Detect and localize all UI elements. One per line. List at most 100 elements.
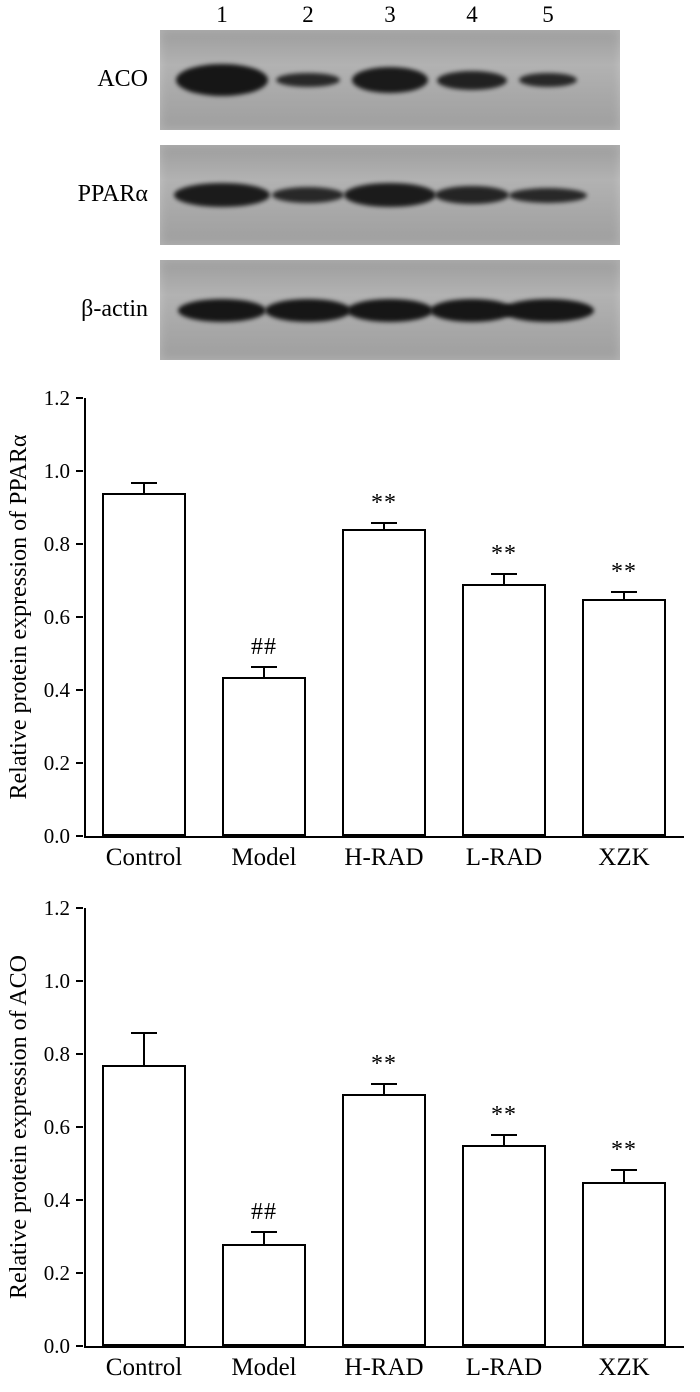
error-bar-line — [143, 1032, 145, 1065]
aco-bar-chart: Relative protein expression of ACO 0.0 0.… — [0, 895, 700, 1392]
protein-band — [509, 187, 587, 203]
protein-band — [352, 67, 428, 93]
y-tick-label: 1.2 — [43, 896, 70, 920]
significance-label: ## — [251, 634, 277, 661]
y-tick — [76, 1199, 83, 1201]
plot-area: 0.0 0.2 0.4 0.6 0.8 1.0 1.2 Control ## Model ** H-R… — [44, 896, 684, 1381]
x-tick-label: L-RAD — [465, 1354, 543, 1381]
error-bar-cap — [131, 1032, 157, 1035]
error-bar-cap — [251, 1231, 277, 1234]
x-tick-label: L-RAD — [465, 844, 543, 871]
error-bar-line — [383, 522, 385, 530]
x-tick-label: Control — [105, 844, 183, 871]
y-tick — [76, 543, 83, 545]
error-bar-line — [623, 1168, 625, 1182]
protein-band — [276, 73, 340, 87]
y-tick — [76, 907, 83, 909]
protein-band — [176, 64, 268, 96]
error-bar-cap — [491, 573, 517, 576]
blot-row-label: β-actin — [81, 296, 148, 322]
protein-band — [519, 73, 577, 87]
y-tick — [76, 689, 83, 691]
y-tick-label: 0.6 — [43, 605, 70, 629]
y-tick-label: 0.6 — [43, 1115, 70, 1139]
error-bar-line — [263, 1231, 265, 1244]
protein-band — [174, 183, 270, 207]
y-tick-label: 0.8 — [43, 1042, 70, 1066]
protein-band — [430, 298, 514, 322]
significance-label: ** — [371, 490, 397, 517]
error-bar-line — [143, 481, 145, 493]
y-tick-label: 0.8 — [43, 532, 70, 556]
error-bar-cap — [611, 1168, 637, 1171]
x-tick-label: Control — [105, 1354, 183, 1381]
lane-number-label: 5 — [542, 2, 554, 27]
bar — [342, 529, 426, 836]
x-tick-label: H-RAD — [344, 844, 424, 871]
x-tick-label: XZK — [598, 844, 650, 871]
bar — [342, 1094, 426, 1346]
bar — [582, 1181, 666, 1346]
lane-number-label: 2 — [302, 2, 314, 27]
error-bar-line — [263, 666, 265, 678]
y-tick — [76, 616, 83, 618]
y-tick — [76, 1345, 83, 1347]
significance-label: ## — [251, 1199, 277, 1226]
bar — [582, 598, 666, 836]
bar — [462, 584, 546, 836]
significance-label: ** — [491, 541, 517, 568]
error-bar-cap — [611, 591, 637, 594]
blot-membrane — [160, 260, 620, 360]
y-tick-label: 0.4 — [43, 678, 70, 702]
plot-area: 0.0 0.2 0.4 0.6 0.8 1.0 1.2 Control ## Model ** H-R… — [44, 386, 684, 871]
y-tick-label: 0.0 — [43, 1334, 70, 1358]
x-axis-line — [84, 836, 684, 838]
blot-row-label: PPARα — [77, 181, 148, 207]
protein-band — [347, 298, 433, 322]
lane-number-label: 1 — [216, 2, 228, 27]
bar — [222, 1243, 306, 1346]
significance-label: ** — [611, 559, 637, 586]
error-bar-line — [503, 1134, 505, 1146]
y-tick — [76, 470, 83, 472]
error-bar-line — [383, 1083, 385, 1095]
x-tick-label: H-RAD — [344, 1354, 424, 1381]
y-tick-label: 1.2 — [43, 386, 70, 410]
x-tick-label: Model — [231, 1354, 297, 1381]
western-blot-panel: 1 2 3 4 5 ACO PPARα β-actin — [0, 0, 700, 375]
y-tick — [76, 980, 83, 982]
ppara-bar-chart: Relative protein expression of PPARα 0.0… — [0, 385, 700, 882]
y-tick — [76, 1126, 83, 1128]
y-axis-line — [84, 398, 86, 838]
y-tick — [76, 762, 83, 764]
bar — [102, 1064, 186, 1346]
lane-number-label: 4 — [466, 2, 478, 27]
significance-label: ** — [611, 1136, 637, 1163]
blot-row-label: ACO — [97, 66, 148, 92]
significance-label: ** — [491, 1102, 517, 1129]
bar — [102, 492, 186, 836]
y-tick-label: 0.2 — [43, 751, 70, 775]
blot-membrane — [160, 30, 620, 130]
protein-band — [272, 187, 344, 203]
protein-band — [178, 298, 266, 322]
significance-label: ** — [371, 1051, 397, 1078]
protein-band — [502, 298, 594, 322]
protein-band — [437, 70, 507, 90]
bar — [462, 1145, 546, 1346]
error-bar-cap — [371, 1083, 397, 1086]
error-bar-cap — [251, 666, 277, 669]
y-tick — [76, 835, 83, 837]
error-bar-line — [623, 591, 625, 599]
error-bar-line — [503, 573, 505, 585]
error-bar-cap — [131, 481, 157, 484]
x-tick-label: XZK — [598, 1354, 650, 1381]
bar — [222, 677, 306, 836]
error-bar-cap — [491, 1134, 517, 1137]
protein-band — [435, 186, 509, 204]
y-tick — [76, 1053, 83, 1055]
y-tick-label: 1.0 — [43, 459, 70, 483]
x-tick-label: Model — [231, 844, 297, 871]
y-tick-label: 0.0 — [43, 824, 70, 848]
y-tick — [76, 1272, 83, 1274]
